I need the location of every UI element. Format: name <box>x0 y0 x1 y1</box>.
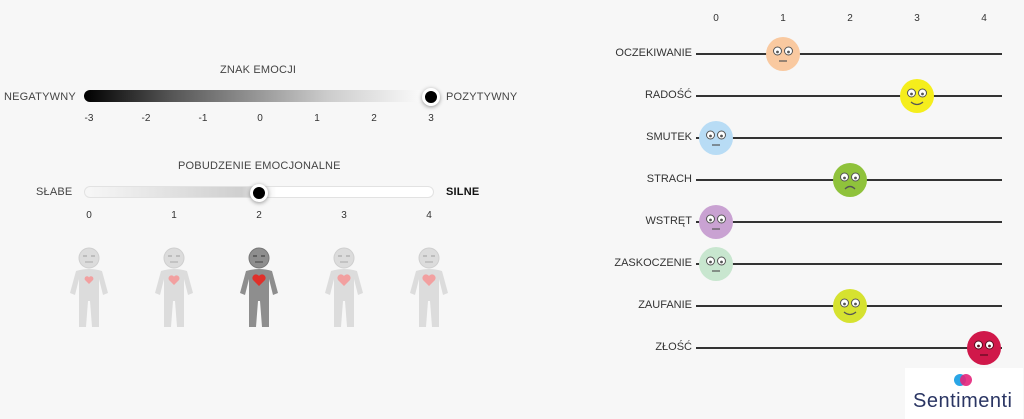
person-heart-icon <box>70 247 108 327</box>
valence-slider[interactable] <box>84 90 432 102</box>
arousal-slider-knob[interactable] <box>250 184 268 202</box>
person-heart-icon <box>410 247 448 327</box>
emotion-axis-tick: 1 <box>780 13 786 24</box>
emotion-line <box>696 221 1002 223</box>
arousal-left-label: SŁABE <box>36 186 73 198</box>
arousal-tick: 4 <box>426 210 432 221</box>
emotion-line <box>696 53 1002 55</box>
person-heart-icon <box>325 247 363 327</box>
emotion-axis-tick: 0 <box>713 13 719 24</box>
emotion-line <box>696 263 1002 265</box>
valence-tick: -2 <box>141 113 151 124</box>
arousal-tick: 1 <box>171 210 177 221</box>
emotion-axis-tick: 3 <box>914 13 920 24</box>
emotion-face-icon[interactable] <box>832 162 868 198</box>
sentimenti-logo-icon <box>954 374 972 386</box>
emotion-label: OCZEKIWANIE <box>615 47 692 59</box>
brand-name: Sentimenti <box>913 390 1013 412</box>
person-heart-icon <box>240 247 278 327</box>
emotion-face-icon[interactable] <box>832 288 868 324</box>
valence-tick: -1 <box>198 113 208 124</box>
valence-right-label: POZYTYWNY <box>446 91 518 103</box>
emotion-axis-tick: 4 <box>981 13 987 24</box>
emotion-label: SMUTEK <box>646 131 692 143</box>
emotion-face-icon[interactable] <box>765 36 801 72</box>
emotion-line <box>696 95 1002 97</box>
valence-left-label: NEGATYWNY <box>4 91 76 103</box>
arousal-tick: 3 <box>341 210 347 221</box>
valence-tick: 2 <box>371 113 377 124</box>
emotion-label: ZŁOŚĆ <box>655 341 692 353</box>
person-heart-icon <box>155 247 193 327</box>
emotion-line <box>696 347 1002 349</box>
arousal-tick: 0 <box>86 210 92 221</box>
emotion-face-icon[interactable] <box>698 120 734 156</box>
arousal-right-label: SILNE <box>446 186 480 198</box>
emotion-label: ZASKOCZENIE <box>614 257 692 269</box>
emotion-label: STRACH <box>646 173 692 185</box>
arousal-tick: 2 <box>256 210 262 221</box>
emotion-face-icon[interactable] <box>698 204 734 240</box>
emotion-line <box>696 137 1002 139</box>
emotion-label: RADOŚĆ <box>644 89 692 101</box>
emotion-face-icon[interactable] <box>966 330 1002 366</box>
valence-tick: 1 <box>314 113 320 124</box>
valence-tick: -3 <box>84 113 94 124</box>
emotion-face-icon[interactable] <box>899 78 935 114</box>
valence-title: ZNAK EMOCJI <box>220 64 297 76</box>
brand-box: Sentimenti <box>905 368 1023 419</box>
valence-slider-knob[interactable] <box>422 88 440 106</box>
arousal-title: POBUDZENIE EMOCJONALNE <box>178 160 341 172</box>
emotion-label: ZAUFANIE <box>638 299 692 311</box>
valence-tick: 3 <box>428 113 434 124</box>
emotion-axis-tick: 2 <box>847 13 853 24</box>
valence-tick: 0 <box>257 113 263 124</box>
emotion-label: WSTRĘT <box>645 215 692 227</box>
emotion-face-icon[interactable] <box>698 246 734 282</box>
